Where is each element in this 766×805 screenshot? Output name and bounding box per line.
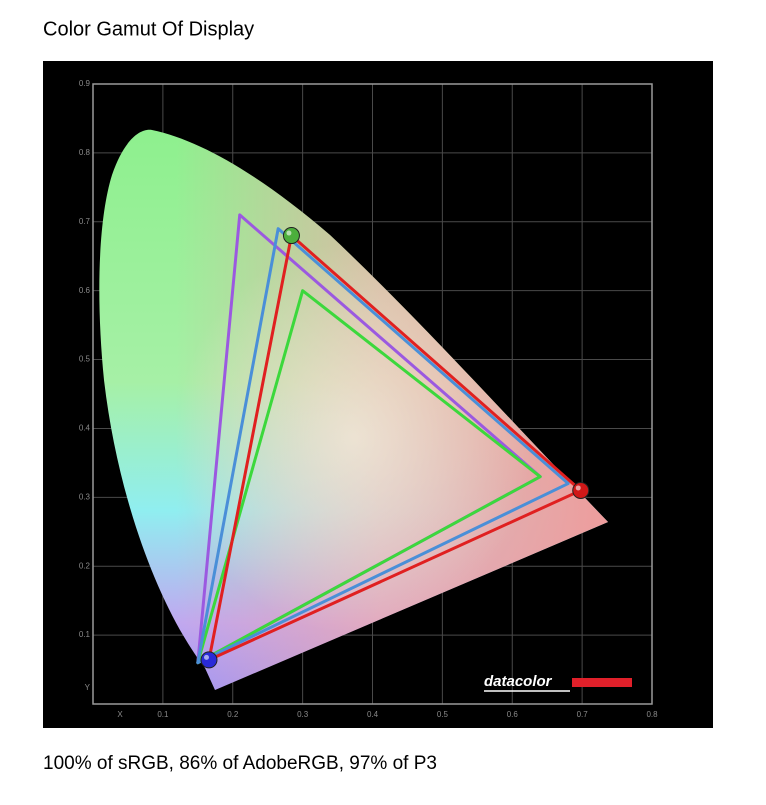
x-tick-label: 0.6 xyxy=(507,710,519,719)
marker-highlight xyxy=(575,485,581,491)
x-tick-label: 0.5 xyxy=(437,710,449,719)
x-tick-label: 0.3 xyxy=(297,710,309,719)
x-axis-label: X xyxy=(117,710,123,719)
marker-highlight xyxy=(286,230,292,236)
x-tick-label: 0.2 xyxy=(227,710,239,719)
spectral-locus xyxy=(99,129,608,690)
y-tick-label: 0.1 xyxy=(79,630,91,639)
plot-frame xyxy=(92,83,653,705)
plot xyxy=(196,213,590,669)
y-axis-label: Y xyxy=(85,683,91,692)
x-tick-label: 0.7 xyxy=(577,710,589,719)
y-tick-label: 0.2 xyxy=(79,561,91,570)
logo: datacolor xyxy=(484,673,553,690)
gamut-triangle xyxy=(207,234,583,662)
y-tick-label: 0.5 xyxy=(79,355,91,364)
gamut-triangle xyxy=(196,289,542,665)
x-tick-label: 0.4 xyxy=(367,710,379,719)
logo-bar xyxy=(572,678,632,687)
marker-highlight xyxy=(203,654,209,660)
y-tick-label: 0.3 xyxy=(79,492,91,501)
y-tick-label: 0.4 xyxy=(79,424,91,433)
x-tick-label: 0.1 xyxy=(157,710,169,719)
y-tick-label: 0.6 xyxy=(79,286,91,295)
x-tick-label: 0.8 xyxy=(646,710,658,719)
y-tick-label: 0.8 xyxy=(79,148,91,157)
title: Color Gamut Of Display xyxy=(43,18,254,40)
caption: 100% of sRGB, 86% of AdobeRGB, 97% of P3 xyxy=(43,753,437,774)
gamut-triangle xyxy=(196,227,570,665)
y-tick-label: 0.7 xyxy=(79,217,91,226)
y-tick-label: 0.9 xyxy=(79,79,91,88)
primary-marker xyxy=(200,651,218,669)
primary-marker xyxy=(572,481,590,499)
primary-marker xyxy=(282,227,300,245)
